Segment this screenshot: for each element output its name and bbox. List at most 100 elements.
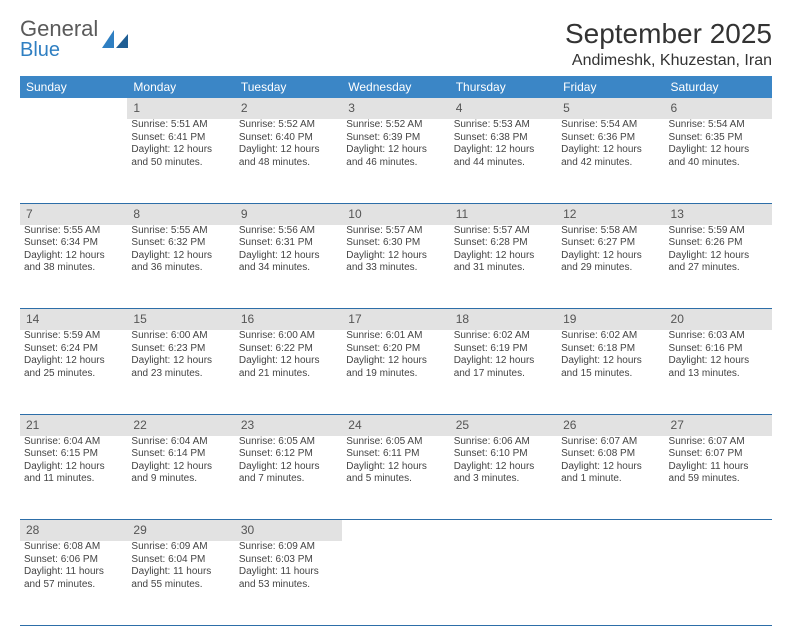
day-detail-cell: Sunrise: 5:55 AMSunset: 6:32 PMDaylight:… [127,225,234,309]
cell-line-d2: and 57 minutes. [24,579,123,592]
cell-line-ss: Sunset: 6:39 PM [346,132,445,145]
day-number-cell: 19 [557,309,664,331]
day-number-cell: 11 [450,203,557,225]
cell-line-sr: Sunrise: 5:56 AM [239,225,338,238]
cell-line-sr: Sunrise: 6:05 AM [346,436,445,449]
cell-line-d2: and 7 minutes. [239,473,338,486]
day-detail-cell: Sunrise: 6:05 AMSunset: 6:11 PMDaylight:… [342,436,449,520]
day-number-cell: 28 [20,520,127,542]
cell-line-ss: Sunset: 6:08 PM [561,448,660,461]
calendar-table: SundayMondayTuesdayWednesdayThursdayFrid… [20,76,772,626]
day-detail-cell: Sunrise: 6:08 AMSunset: 6:06 PMDaylight:… [20,541,127,625]
day-number-cell: 14 [20,309,127,331]
day-detail-cell: Sunrise: 5:56 AMSunset: 6:31 PMDaylight:… [235,225,342,309]
cell-line-d1: Daylight: 12 hours [131,461,230,474]
cell-line-ss: Sunset: 6:30 PM [346,237,445,250]
cell-line-d1: Daylight: 12 hours [24,250,123,263]
day-detail-cell: Sunrise: 6:00 AMSunset: 6:22 PMDaylight:… [235,330,342,414]
cell-line-d1: Daylight: 11 hours [24,566,123,579]
day-number-cell: 1 [127,98,234,119]
cell-line-ss: Sunset: 6:34 PM [24,237,123,250]
day-number-cell [342,520,449,542]
cell-line-d1: Daylight: 12 hours [669,355,768,368]
day-detail-row: Sunrise: 5:51 AMSunset: 6:41 PMDaylight:… [20,119,772,203]
cell-line-d2: and 3 minutes. [454,473,553,486]
day-number-cell: 22 [127,414,234,436]
cell-line-ss: Sunset: 6:41 PM [131,132,230,145]
header: General Blue September 2025 Andimeshk, K… [20,18,772,70]
cell-line-ss: Sunset: 6:26 PM [669,237,768,250]
cell-line-d2: and 38 minutes. [24,262,123,275]
cell-line-d1: Daylight: 12 hours [131,250,230,263]
cell-line-ss: Sunset: 6:03 PM [239,554,338,567]
cell-line-sr: Sunrise: 5:57 AM [346,225,445,238]
cell-line-d1: Daylight: 11 hours [131,566,230,579]
cell-line-sr: Sunrise: 6:05 AM [239,436,338,449]
cell-line-sr: Sunrise: 5:59 AM [669,225,768,238]
cell-line-d1: Daylight: 12 hours [454,144,553,157]
cell-line-sr: Sunrise: 6:08 AM [24,541,123,554]
day-detail-cell: Sunrise: 6:05 AMSunset: 6:12 PMDaylight:… [235,436,342,520]
cell-line-sr: Sunrise: 5:53 AM [454,119,553,132]
cell-line-d1: Daylight: 12 hours [561,461,660,474]
cell-line-d2: and 42 minutes. [561,157,660,170]
cell-line-d2: and 13 minutes. [669,368,768,381]
cell-line-ss: Sunset: 6:35 PM [669,132,768,145]
cell-line-ss: Sunset: 6:31 PM [239,237,338,250]
cell-line-d1: Daylight: 12 hours [669,250,768,263]
cell-line-d1: Daylight: 12 hours [454,250,553,263]
day-detail-cell: Sunrise: 5:54 AMSunset: 6:36 PMDaylight:… [557,119,664,203]
day-detail-cell: Sunrise: 6:09 AMSunset: 6:03 PMDaylight:… [235,541,342,625]
day-number-cell: 25 [450,414,557,436]
cell-line-ss: Sunset: 6:16 PM [669,343,768,356]
cell-line-d2: and 27 minutes. [669,262,768,275]
cell-line-sr: Sunrise: 5:52 AM [346,119,445,132]
day-detail-cell: Sunrise: 5:51 AMSunset: 6:41 PMDaylight:… [127,119,234,203]
cell-line-ss: Sunset: 6:23 PM [131,343,230,356]
cell-line-d2: and 9 minutes. [131,473,230,486]
day-detail-cell [557,541,664,625]
day-number-cell: 24 [342,414,449,436]
cell-line-d2: and 40 minutes. [669,157,768,170]
cell-line-d2: and 25 minutes. [24,368,123,381]
cell-line-d2: and 21 minutes. [239,368,338,381]
day-number-cell: 27 [665,414,772,436]
cell-line-d1: Daylight: 12 hours [239,461,338,474]
cell-line-d1: Daylight: 12 hours [24,461,123,474]
cell-line-d1: Daylight: 12 hours [454,461,553,474]
cell-line-sr: Sunrise: 6:09 AM [131,541,230,554]
cell-line-ss: Sunset: 6:27 PM [561,237,660,250]
cell-line-ss: Sunset: 6:36 PM [561,132,660,145]
day-detail-cell: Sunrise: 6:07 AMSunset: 6:08 PMDaylight:… [557,436,664,520]
day-detail-cell [342,541,449,625]
day-number-cell: 2 [235,98,342,119]
cell-line-sr: Sunrise: 6:04 AM [131,436,230,449]
cell-line-d1: Daylight: 12 hours [239,250,338,263]
cell-line-sr: Sunrise: 6:00 AM [131,330,230,343]
day-detail-cell: Sunrise: 6:01 AMSunset: 6:20 PMDaylight:… [342,330,449,414]
day-detail-cell [20,119,127,203]
day-number-cell: 3 [342,98,449,119]
cell-line-d1: Daylight: 12 hours [346,461,445,474]
month-title: September 2025 [565,18,772,50]
cell-line-d1: Daylight: 12 hours [239,355,338,368]
cell-line-sr: Sunrise: 6:09 AM [239,541,338,554]
cell-line-d1: Daylight: 12 hours [561,144,660,157]
cell-line-ss: Sunset: 6:11 PM [346,448,445,461]
cell-line-ss: Sunset: 6:19 PM [454,343,553,356]
cell-line-d2: and 33 minutes. [346,262,445,275]
day-detail-cell [450,541,557,625]
cell-line-d1: Daylight: 12 hours [131,355,230,368]
day-detail-cell: Sunrise: 5:54 AMSunset: 6:35 PMDaylight:… [665,119,772,203]
day-detail-cell: Sunrise: 6:02 AMSunset: 6:18 PMDaylight:… [557,330,664,414]
cell-line-d2: and 29 minutes. [561,262,660,275]
day-detail-row: Sunrise: 6:08 AMSunset: 6:06 PMDaylight:… [20,541,772,625]
day-number-cell: 23 [235,414,342,436]
weekday-header: Wednesday [342,76,449,98]
day-number-cell: 26 [557,414,664,436]
cell-line-ss: Sunset: 6:12 PM [239,448,338,461]
day-detail-cell: Sunrise: 5:55 AMSunset: 6:34 PMDaylight:… [20,225,127,309]
cell-line-d2: and 31 minutes. [454,262,553,275]
day-number-cell: 16 [235,309,342,331]
day-detail-cell [665,541,772,625]
